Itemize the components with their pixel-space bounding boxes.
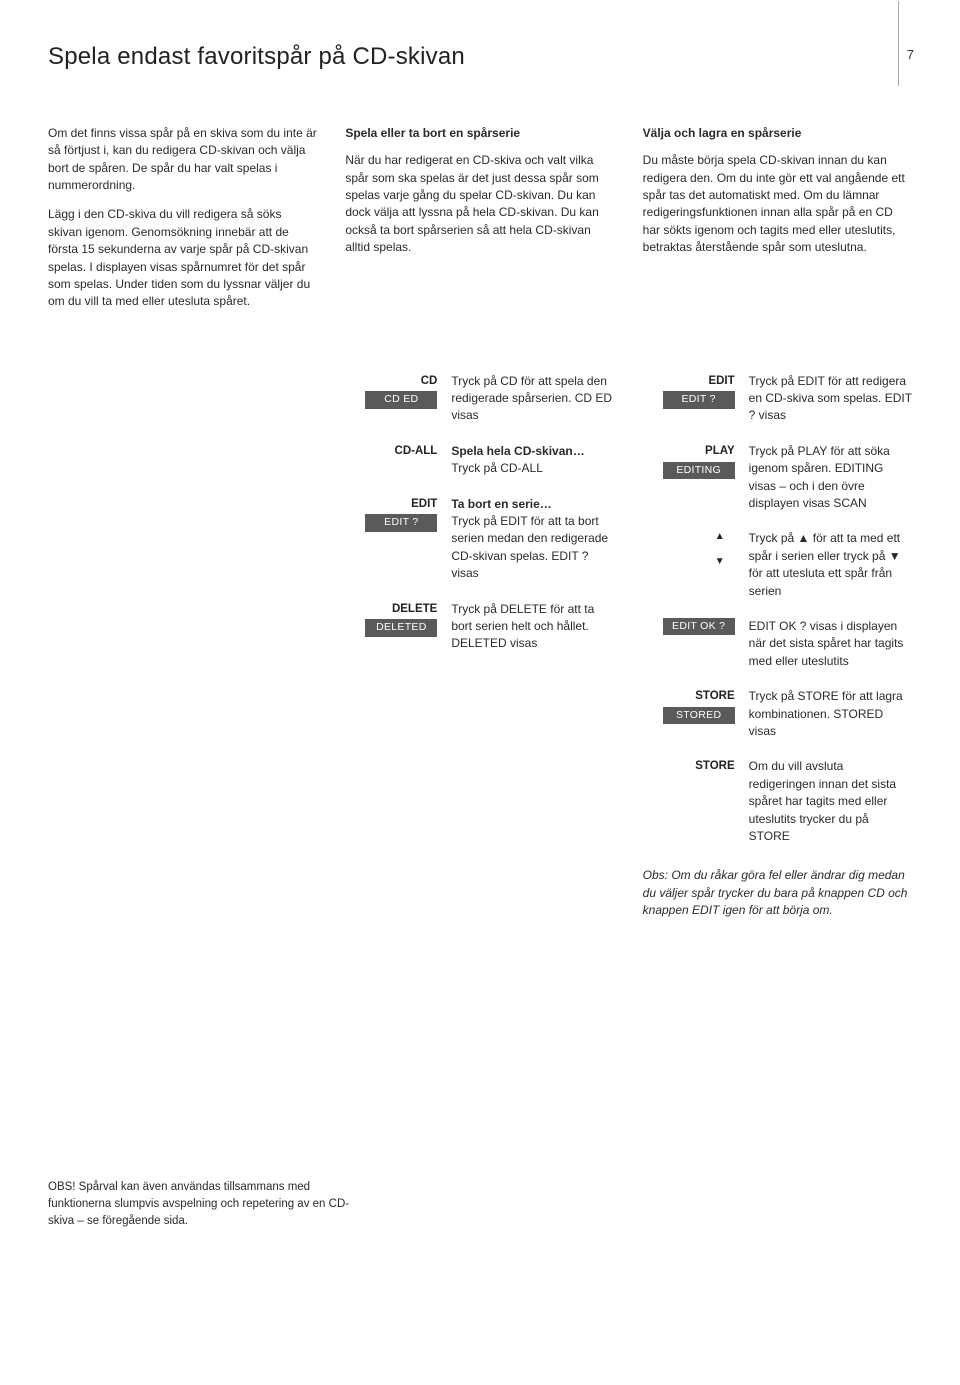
col-choose-store: Välja och lagra en spårserie Du måste bö… [643, 125, 912, 323]
desc-play: Tryck på PLAY för att söka igenom spåren… [749, 443, 912, 513]
heading-choose-store: Välja och lagra en spårserie [643, 125, 912, 142]
desc-edit-right: Tryck på EDIT för att redigera en CD-ski… [749, 373, 912, 425]
steps-columns: CD CD ED Tryck på CD för att spela den r… [48, 353, 912, 920]
heading-play-remove: Spela eller ta bort en spårserie [345, 125, 614, 142]
page-title: Spela endast favoritspår på CD-skivan [48, 40, 912, 75]
btn-cdall: CD-ALL [395, 443, 438, 460]
step-editok: EDIT OK ? EDIT OK ? visas i displayen nä… [643, 618, 912, 670]
display-deleted: DELETED [365, 619, 437, 636]
display-cd-ed: CD ED [365, 391, 437, 408]
display-editq-right: EDIT ? [663, 391, 735, 408]
right-step-list: EDIT EDIT ? Tryck på EDIT för att redige… [643, 373, 912, 846]
intro-p2: Lägg i den CD-skiva du vill redigera så … [48, 206, 317, 310]
step-store2: STORE Om du vill avsluta redigeringen in… [643, 758, 912, 845]
page-number: 7 [898, 46, 914, 86]
desc-store1: Tryck på STORE för att lagra kombination… [749, 688, 912, 740]
step-delete: DELETE DELETED Tryck på DELETE för att t… [345, 601, 614, 653]
intro-columns: Om det finns vissa spår på en skiva som … [48, 125, 912, 323]
btn-store2: STORE [695, 758, 734, 775]
step-edit-left: EDIT EDIT ? Ta bort en serie… Tryck på E… [345, 496, 614, 583]
note-text: Obs: Om du råkar göra fel eller ändrar d… [643, 867, 912, 919]
step-arrows: ▲ ▼ Tryck på ▲ för att ta med ett spår i… [643, 530, 912, 600]
intro-column: Om det finns vissa spår på en skiva som … [48, 125, 317, 323]
btn-edit-right: EDIT [708, 373, 734, 390]
step-play: PLAY EDITING Tryck på PLAY för att söka … [643, 443, 912, 513]
display-editing: EDITING [663, 462, 735, 479]
display-editq-left: EDIT ? [365, 514, 437, 531]
display-stored: STORED [663, 707, 735, 724]
lead-remove: Ta bort en serie… [451, 497, 551, 511]
step-cdall: CD-ALL Spela hela CD-skivan… Tryck på CD… [345, 443, 614, 478]
desc-store2: Om du vill avsluta redigeringen innan de… [749, 758, 912, 845]
desc-edit-left: Tryck på EDIT för att ta bort serien med… [451, 514, 608, 580]
desc-editok: EDIT OK ? visas i displayen när det sist… [749, 618, 912, 670]
text-choose-store: Du måste börja spela CD-skivan innan du … [643, 152, 912, 256]
text-play-remove: När du har redigerat en CD-skiva och val… [345, 152, 614, 256]
desc-delete: Tryck på DELETE för att ta bort serien h… [451, 601, 614, 653]
btn-play: PLAY [705, 443, 735, 460]
down-arrow-icon: ▼ [715, 555, 725, 570]
steps-area: CD CD ED Tryck på CD för att spela den r… [345, 373, 912, 846]
step-cd: CD CD ED Tryck på CD för att spela den r… [345, 373, 614, 425]
desc-cd: Tryck på CD för att spela den redigerade… [451, 373, 614, 425]
step-edit-right: EDIT EDIT ? Tryck på EDIT för att redige… [643, 373, 912, 425]
left-step-list: CD CD ED Tryck på CD för att spela den r… [345, 373, 614, 846]
intro-p1: Om det finns vissa spår på en skiva som … [48, 125, 317, 195]
step-store1: STORE STORED Tryck på STORE för att lagr… [643, 688, 912, 740]
footer-note: OBS! Spårval kan även användas tillsamma… [48, 1179, 368, 1229]
btn-edit-left: EDIT [411, 496, 437, 513]
display-editok: EDIT OK ? [663, 618, 735, 635]
desc-cdall: Tryck på CD-ALL [451, 461, 543, 475]
btn-cd: CD [421, 373, 438, 390]
col-play-remove: Spela eller ta bort en spårserie När du … [345, 125, 614, 323]
up-arrow-icon: ▲ [715, 530, 725, 545]
btn-store1: STORE [695, 688, 734, 705]
desc-arrows: Tryck på ▲ för att ta med ett spår i ser… [749, 530, 912, 600]
lead-cdall: Spela hela CD-skivan… [451, 444, 584, 458]
btn-delete: DELETE [392, 601, 437, 618]
page-header: Spela endast favoritspår på CD-skivan 7 [48, 40, 912, 75]
